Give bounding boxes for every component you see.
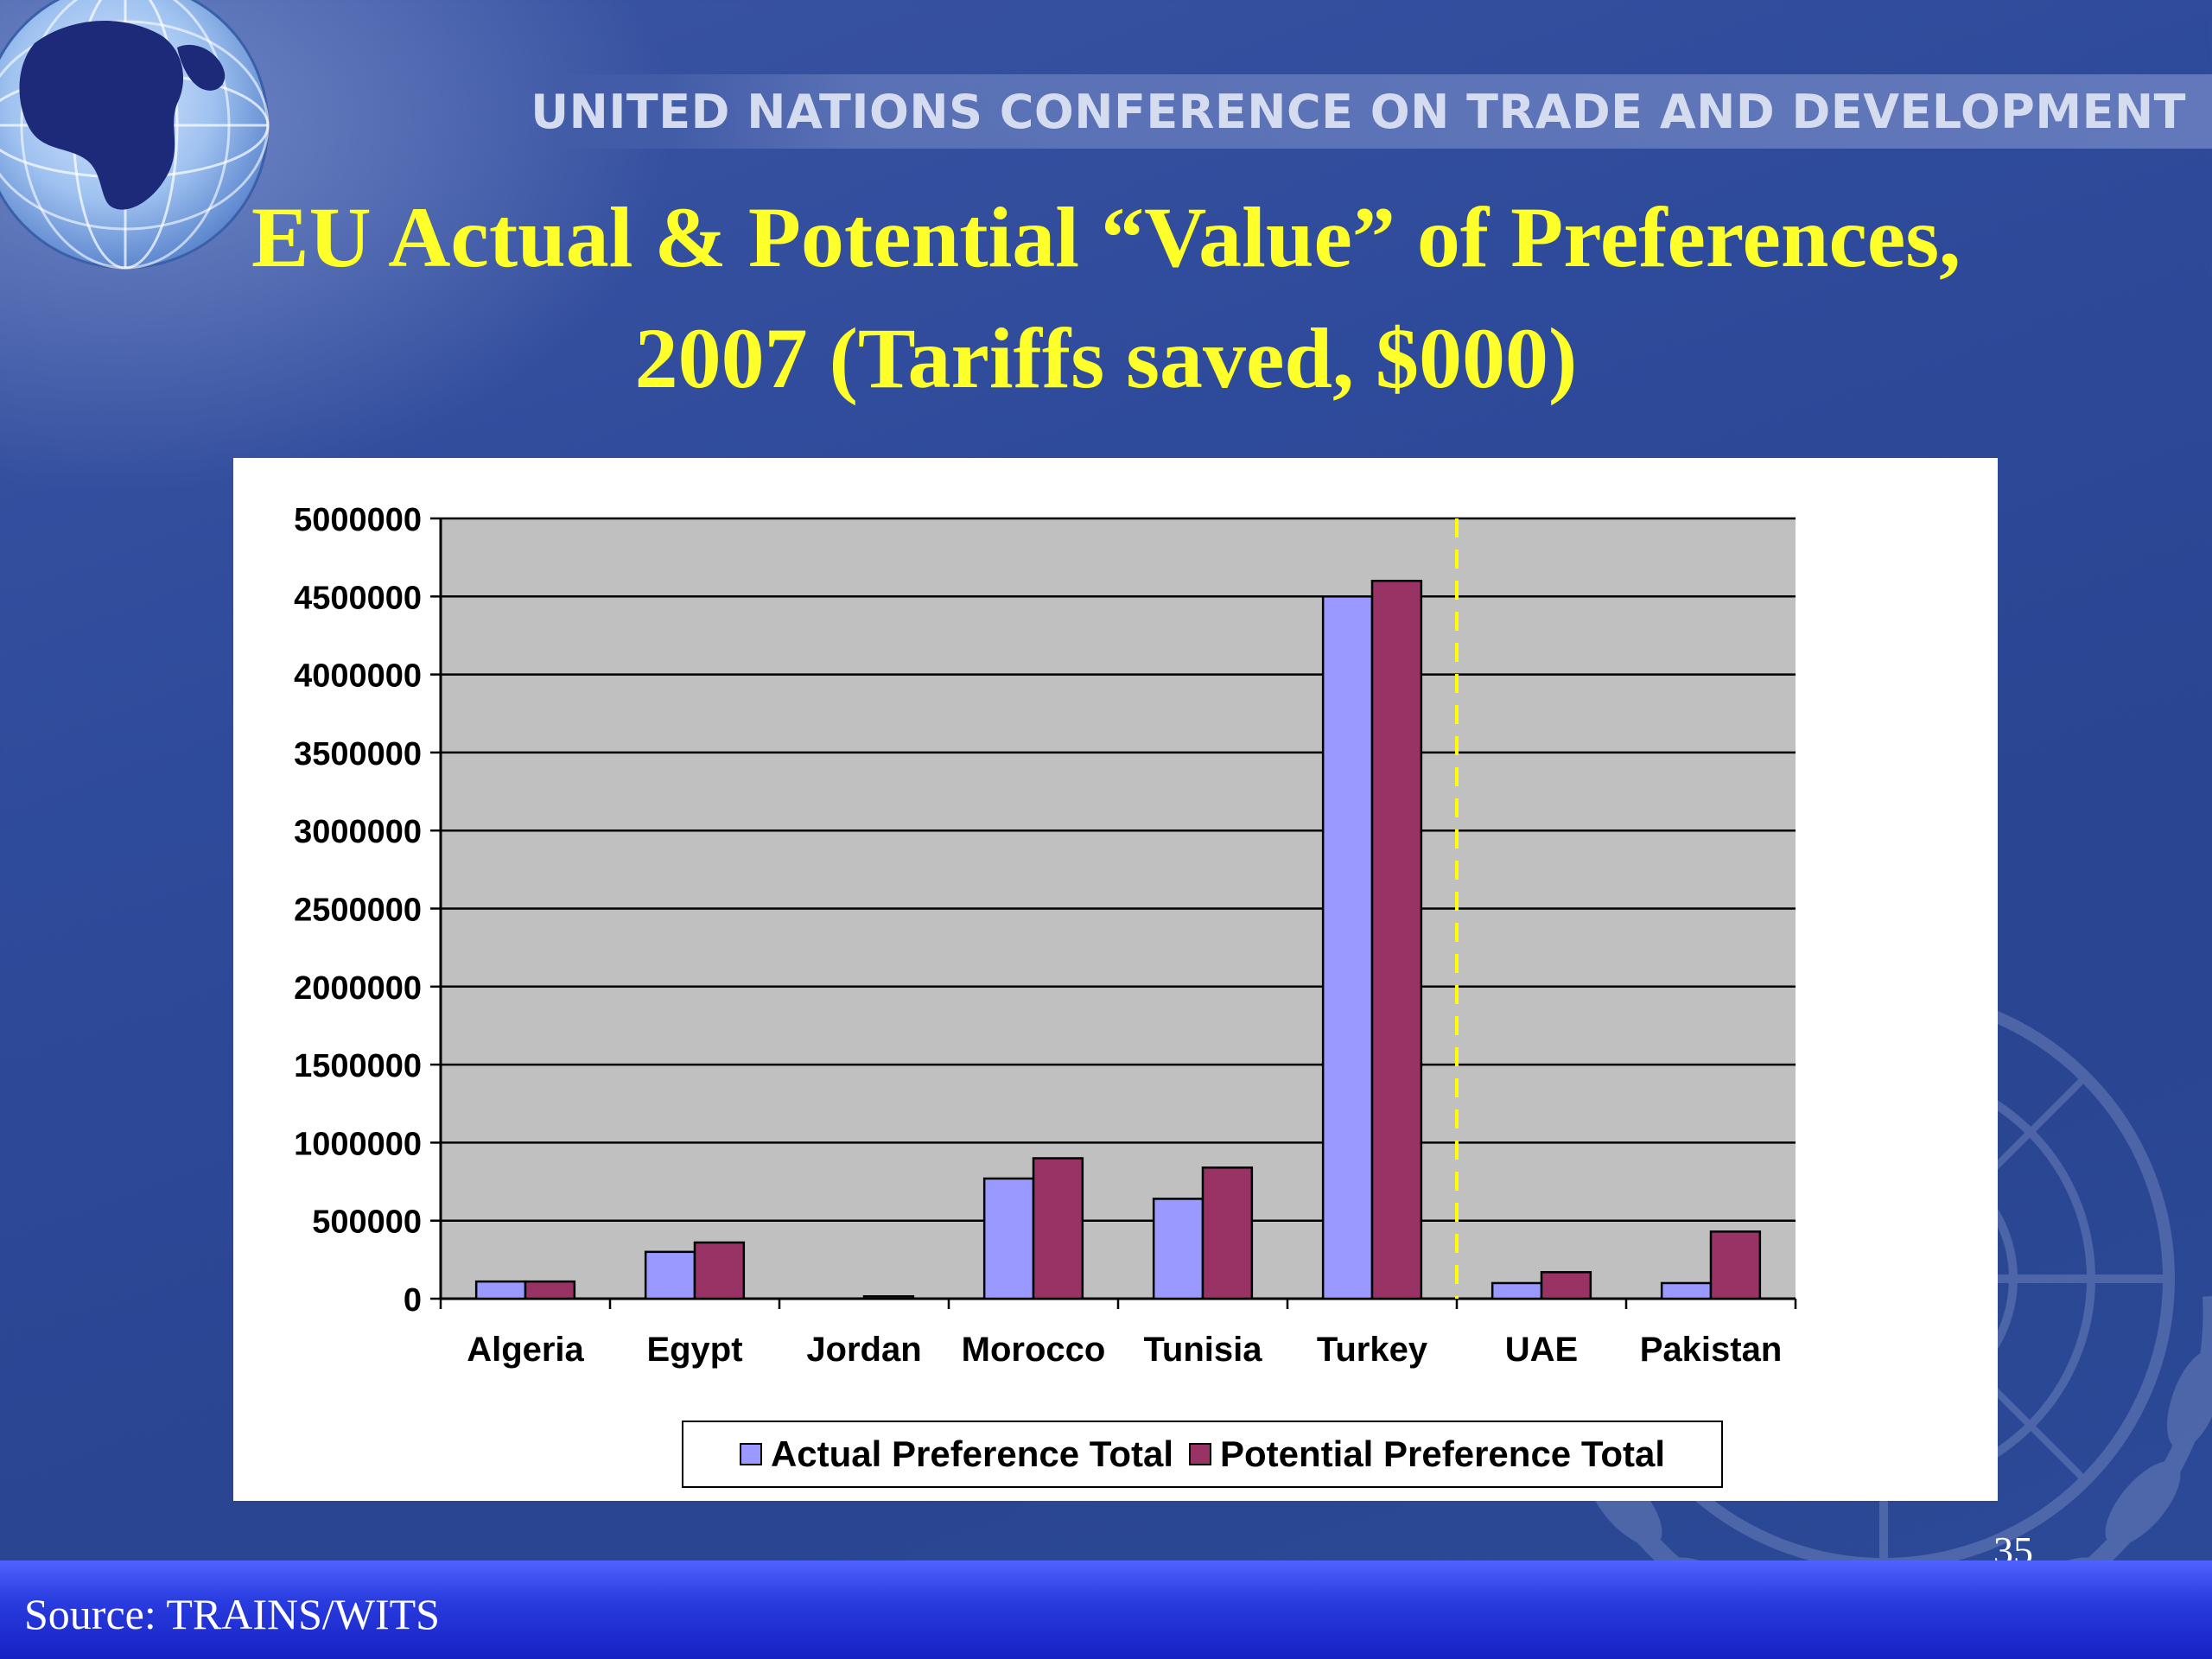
- x-tick-label: Algeria: [467, 1331, 584, 1369]
- bar-actual-tunisia: [1152, 1198, 1205, 1300]
- y-tick-label: 0: [404, 1282, 422, 1319]
- x-tick-label: UAE: [1505, 1331, 1578, 1369]
- source-note: Source: TRAINS/WITS: [24, 1590, 440, 1638]
- bar-potential-jordan: [862, 1295, 915, 1300]
- legend-item-actual: Actual Preference Total: [739, 1433, 1173, 1475]
- y-tick-label: 2000000: [294, 970, 422, 1007]
- y-tick-label: 2500000: [294, 893, 422, 929]
- legend-label-actual: Actual Preference Total: [770, 1433, 1173, 1474]
- header-band: [562, 74, 2212, 149]
- y-tick-label: 5000000: [294, 502, 422, 538]
- legend-swatch-potential: [1189, 1443, 1211, 1465]
- x-tick-label: Turkey: [1317, 1331, 1428, 1369]
- legend-swatch-actual: [739, 1443, 762, 1465]
- bar-potential-uae: [1540, 1271, 1592, 1300]
- chart-panel: 0 500000 1000000 1500000 2000000 2500000 30000…: [233, 458, 1998, 1501]
- bar-actual-uae: [1491, 1281, 1543, 1300]
- y-tick-label: 500000: [312, 1205, 422, 1241]
- y-tick-label: 1000000: [294, 1126, 422, 1162]
- bar-actual-egypt: [644, 1250, 696, 1300]
- bar-potential-pakistan: [1709, 1230, 1762, 1300]
- x-tick-label: Jordan: [806, 1331, 921, 1369]
- bar-chart: 0 500000 1000000 1500000 2000000 2500000 30000…: [294, 502, 1797, 1369]
- bar-potential-tunisia: [1201, 1166, 1254, 1300]
- x-tick-label: Egypt: [646, 1331, 742, 1369]
- legend-label-potential: Potential Preference Total: [1220, 1433, 1666, 1474]
- organization-name: UNITED NATIONS CONFERENCE ON TRADE AND D…: [531, 85, 2186, 139]
- slide-title-line-2: 2007 (Tariffs saved, $000): [634, 310, 1578, 406]
- slide-title-line-1: EU Actual & Potential “Value” of Prefere…: [251, 189, 1961, 285]
- bar-potential-morocco: [1032, 1157, 1084, 1300]
- bar-potential-egypt: [693, 1241, 746, 1300]
- footer-band: [0, 1560, 2212, 1659]
- chart-legend: Actual Preference Total Potential Prefer…: [682, 1421, 1723, 1488]
- slide-title: EU Actual & Potential “Value” of Prefere…: [95, 177, 2117, 419]
- y-tick-label: 1500000: [294, 1048, 422, 1084]
- x-tick-label: Morocco: [962, 1331, 1106, 1369]
- y-tick-label: 3500000: [294, 736, 422, 772]
- x-tick-label: Pakistan: [1640, 1331, 1783, 1369]
- bar-actual-algeria: [474, 1280, 527, 1300]
- legend-item-potential: Potential Preference Total: [1189, 1433, 1665, 1475]
- bar-actual-pakistan: [1660, 1281, 1713, 1300]
- y-tick-label: 4000000: [294, 658, 422, 695]
- bar-potential-turkey: [1370, 579, 1423, 1300]
- y-tick-label: 3000000: [294, 814, 422, 850]
- x-tick-label: Tunisia: [1143, 1331, 1262, 1369]
- y-tick-label: 4500000: [294, 580, 422, 616]
- bar-actual-turkey: [1321, 595, 1374, 1300]
- bar-actual-morocco: [982, 1177, 1035, 1300]
- globe-logo: [0, 0, 285, 294]
- bar-potential-algeria: [524, 1280, 576, 1300]
